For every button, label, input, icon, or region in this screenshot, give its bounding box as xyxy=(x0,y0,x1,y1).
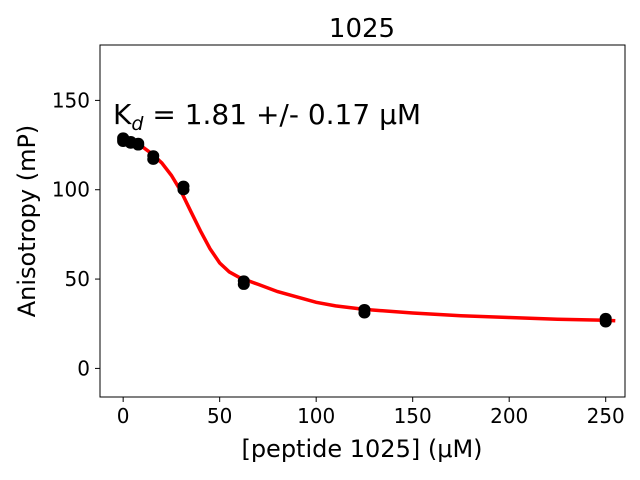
x-tick-label: 250 xyxy=(587,404,625,428)
data-point xyxy=(132,139,145,151)
data-point xyxy=(358,303,371,315)
data-point xyxy=(599,312,612,324)
y-tick-label: 0 xyxy=(77,356,90,380)
y-axis-label: Anisotropy (mP) xyxy=(13,125,41,318)
x-axis-label: [peptide 1025] (μM) xyxy=(241,435,482,463)
y-axis-ticks: 0 50 100 150 xyxy=(52,88,100,380)
plot-frame xyxy=(99,44,626,398)
data-point xyxy=(177,180,190,192)
chart-marks xyxy=(117,132,616,328)
chart-title: 1025 xyxy=(329,14,395,44)
y-tick-label: 50 xyxy=(65,267,90,291)
data-point xyxy=(237,275,250,287)
x-tick-label: 50 xyxy=(207,404,232,428)
y-tick-label: 100 xyxy=(52,178,90,202)
data-point xyxy=(147,150,160,162)
fit-curve xyxy=(122,137,616,323)
x-tick-label: 100 xyxy=(297,404,335,428)
y-tick-label: 150 xyxy=(52,88,90,112)
x-axis-ticks: 0 50 100 150 200 250 xyxy=(117,397,625,428)
x-tick-label: 200 xyxy=(490,404,528,428)
x-tick-label: 150 xyxy=(394,404,432,428)
x-tick-label: 0 xyxy=(117,404,130,428)
kd-annotation: Kd = 1.81 +/- 0.17 μM xyxy=(113,98,421,135)
